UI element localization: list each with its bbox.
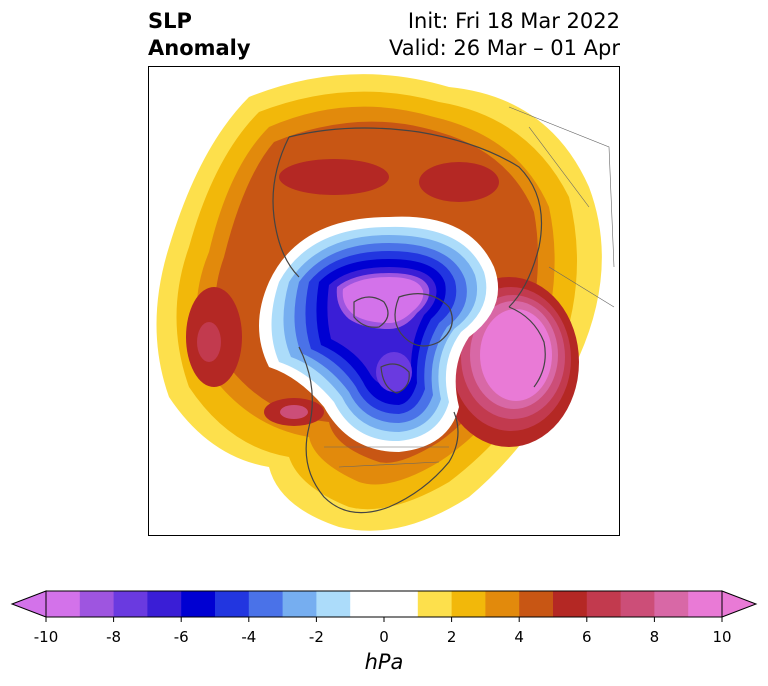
colorbar-swatch — [654, 591, 689, 617]
colorbar-swatch — [384, 591, 419, 617]
colorbar-swatch — [316, 591, 351, 617]
coast-north-america — [298, 346, 459, 514]
anomaly-core-arctic-east — [419, 162, 499, 202]
colorbar-tick-label: -4 — [241, 628, 257, 646]
coast-asia-east — [272, 136, 300, 278]
colorbar-swatch — [519, 591, 554, 617]
colorbar-swatch — [181, 591, 216, 617]
colorbar-swatch — [46, 591, 81, 617]
colorbar-swatch — [586, 591, 622, 617]
anomaly-map-svg — [156, 74, 615, 531]
colorbar-swatch — [79, 591, 115, 617]
colorbar-min-extension — [10, 590, 47, 618]
border-3 — [508, 106, 615, 268]
border-4 — [528, 126, 590, 208]
colorbar-swatch — [248, 591, 284, 617]
border-2 — [338, 461, 440, 468]
colorbar-swatch — [113, 591, 148, 617]
coast-eurasia — [288, 127, 542, 308]
canadian-archipelago — [353, 296, 389, 328]
colorbar-swatch — [688, 591, 723, 617]
border-5 — [548, 266, 615, 308]
colorbar-swatch — [451, 591, 486, 617]
coast-greenland — [394, 293, 453, 347]
coastlines — [272, 127, 546, 514]
colorbar-ticks — [45, 617, 723, 622]
anomaly-core-siberia — [279, 159, 389, 195]
map-date-info: Init: Fri 18 Mar 2022 Valid: 26 Mar – 01… — [389, 8, 620, 62]
colorbar-swatch — [282, 591, 317, 617]
colorbar-tick-label: 8 — [649, 628, 660, 646]
colorbar-swatch — [215, 591, 250, 617]
colorbar-swatch — [417, 591, 453, 617]
colorbar-tick-label: 0 — [379, 628, 389, 646]
colorbar-swatch — [350, 591, 385, 617]
atlantic-high-5 — [480, 309, 552, 401]
anomaly-core-west-inner — [197, 322, 221, 362]
anomaly-core-pacific-inner — [280, 405, 308, 419]
hudson-bay — [380, 363, 410, 394]
valid-range: Valid: 26 Mar – 01 Apr — [389, 36, 620, 60]
colorbar — [10, 590, 758, 622]
init-date: Init: Fri 18 Mar 2022 — [407, 9, 620, 33]
colorbar-tick-label: 4 — [514, 628, 524, 646]
colorbar-tick-label: -10 — [33, 628, 59, 646]
coast-europe — [508, 306, 546, 388]
colorbar-swatch — [485, 591, 520, 617]
colorbar-tick-label: -8 — [106, 628, 122, 646]
colorbar-max-extension — [721, 590, 758, 618]
borders — [324, 106, 615, 468]
title-line-2: Anomaly — [148, 36, 251, 60]
colorbar-tick-label: 2 — [446, 628, 457, 646]
title-line-1: SLP — [148, 9, 192, 33]
colorbar-swatch — [553, 591, 588, 617]
colorbar-tick-label: -2 — [308, 628, 324, 646]
colorbar-tick-label: -6 — [173, 628, 189, 646]
colorbar-swatch — [620, 591, 655, 617]
colorbar-tick-label: 10 — [712, 628, 732, 646]
polar-low-8 — [342, 277, 424, 323]
map-title: SLP Anomaly — [148, 8, 251, 62]
colorbar-swatches — [46, 591, 723, 617]
anomaly-map — [148, 66, 620, 536]
colorbar-units: hPa — [364, 650, 404, 674]
colorbar-swatch — [147, 591, 182, 617]
colorbar-tick-label: 6 — [582, 628, 592, 646]
